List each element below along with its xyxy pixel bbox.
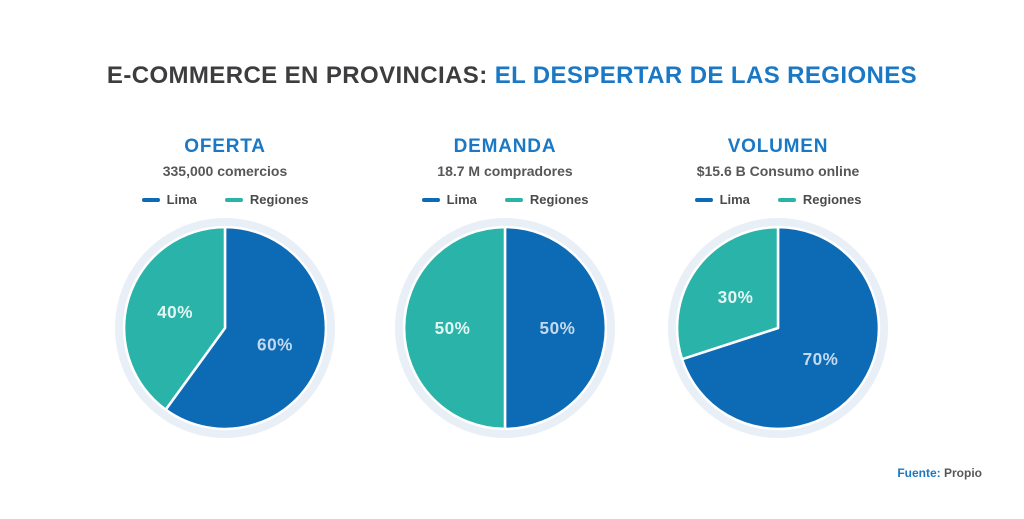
legend-swatch-regiones — [777, 197, 796, 202]
legend-swatch-regiones — [504, 197, 523, 202]
pie-value-label-lima: 70% — [803, 349, 839, 369]
legend-swatch-regiones — [224, 197, 243, 202]
chart-column-volumen: VOLUMEN $15.6 B Consumo online Lima Regi… — [648, 136, 908, 439]
title-highlight: EL DESPERTAR DE LAS REGIONES — [494, 62, 918, 89]
legend-swatch-lima — [694, 197, 713, 202]
legend-item-regiones: Regiones — [504, 192, 589, 207]
legend-swatch-lima — [421, 197, 440, 202]
legend-item-lima: Lima — [141, 192, 197, 207]
chart-subtitle-volumen: $15.6 B Consumo online — [696, 163, 860, 179]
chart-subtitle-demanda: 18.7 M compradores — [437, 163, 573, 179]
legend: Lima Regiones — [375, 192, 635, 207]
legend-swatch-lima — [141, 197, 160, 202]
legend-label-lima: Lima — [166, 192, 197, 207]
legend-label-lima: Lima — [446, 192, 477, 207]
chart-column-oferta: OFERTA 335,000 comercios Lima Regiones 6… — [95, 136, 355, 439]
legend-label-lima: Lima — [719, 192, 750, 207]
chart-column-demanda: DEMANDA 18.7 M compradores Lima Regiones… — [375, 136, 635, 439]
pie-value-label-regiones: 30% — [718, 287, 754, 307]
pie-slice-regiones — [675, 225, 780, 361]
pie-value-label-lima: 50% — [540, 318, 576, 338]
legend-label-regiones: Regiones — [802, 192, 862, 207]
pie-value-label-regiones: 40% — [157, 302, 193, 322]
pie-chart-volumen: 70% 30% — [668, 218, 888, 438]
chart-title-oferta: OFERTA — [184, 136, 266, 157]
chart-title-volumen: VOLUMEN — [727, 136, 829, 157]
pie-chart-demanda: 50% 50% — [395, 218, 615, 438]
legend-item-lima: Lima — [694, 192, 750, 207]
chart-subtitle-oferta: 335,000 comercios — [162, 163, 288, 179]
pie-slice-lima — [680, 225, 881, 431]
pie-slice-regiones — [122, 225, 227, 411]
title-prefix: E-COMMERCE EN PROVINCIAS: — [106, 62, 495, 89]
page-title: E-COMMERCE EN PROVINCIAS: EL DESPERTAR D… — [0, 62, 1024, 90]
legend-item-lima: Lima — [421, 192, 477, 207]
source-value: Propio — [944, 466, 982, 480]
pie-chart-oferta: 60% 40% — [115, 218, 335, 438]
legend-label-regiones: Regiones — [529, 192, 589, 207]
legend: Lima Regiones — [95, 192, 355, 207]
legend-item-regiones: Regiones — [777, 192, 862, 207]
pie-slice-lima — [503, 225, 608, 431]
pie-slice-lima — [164, 225, 328, 431]
pie-slice-regiones — [402, 225, 507, 431]
pie-value-label-regiones: 50% — [435, 318, 471, 338]
chart-title-demanda: DEMANDA — [453, 136, 557, 157]
pie-value-label-lima: 60% — [257, 334, 293, 354]
source-label: Fuente: — [897, 466, 941, 480]
source-note: Fuente: Propio — [897, 466, 982, 480]
legend-label-regiones: Regiones — [249, 192, 309, 207]
legend-item-regiones: Regiones — [224, 192, 309, 207]
legend: Lima Regiones — [648, 192, 908, 207]
